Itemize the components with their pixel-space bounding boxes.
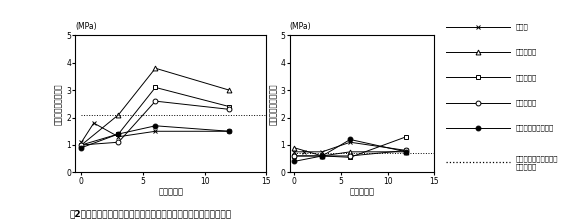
Text: (MPa): (MPa) xyxy=(75,22,97,31)
Text: バガス: バガス xyxy=(515,23,528,30)
Text: 囲2　有機物資材の種類とその分解が土壌の硬化強度に及ぼす影響: 囲2 有機物資材の種類とその分解が土壌の硬化強度に及ぼす影響 xyxy=(69,210,232,219)
Y-axis label: 乾燥土塊の硬化強度: 乾燥土塊の硬化強度 xyxy=(54,83,64,125)
Text: 牛ふん堆肥: 牛ふん堆肥 xyxy=(515,99,537,106)
Text: (MPa): (MPa) xyxy=(290,22,311,31)
Text: 鶏ふん堆肥: 鶏ふん堆肥 xyxy=(515,49,537,55)
Text: 対照（無施用の土壌）
の硬化強度: 対照（無施用の土壌） の硬化強度 xyxy=(515,155,558,170)
X-axis label: 埋設後月数: 埋設後月数 xyxy=(158,187,184,196)
Y-axis label: 乾燥土塊の硬化強度: 乾燥土塊の硬化強度 xyxy=(269,83,278,125)
X-axis label: 埋設後月数: 埋設後月数 xyxy=(349,187,375,196)
Text: 牛ふんペレット堆肥: 牛ふんペレット堆肥 xyxy=(515,125,554,131)
Text: 豚ふん堆肥: 豚ふん堆肥 xyxy=(515,74,537,81)
